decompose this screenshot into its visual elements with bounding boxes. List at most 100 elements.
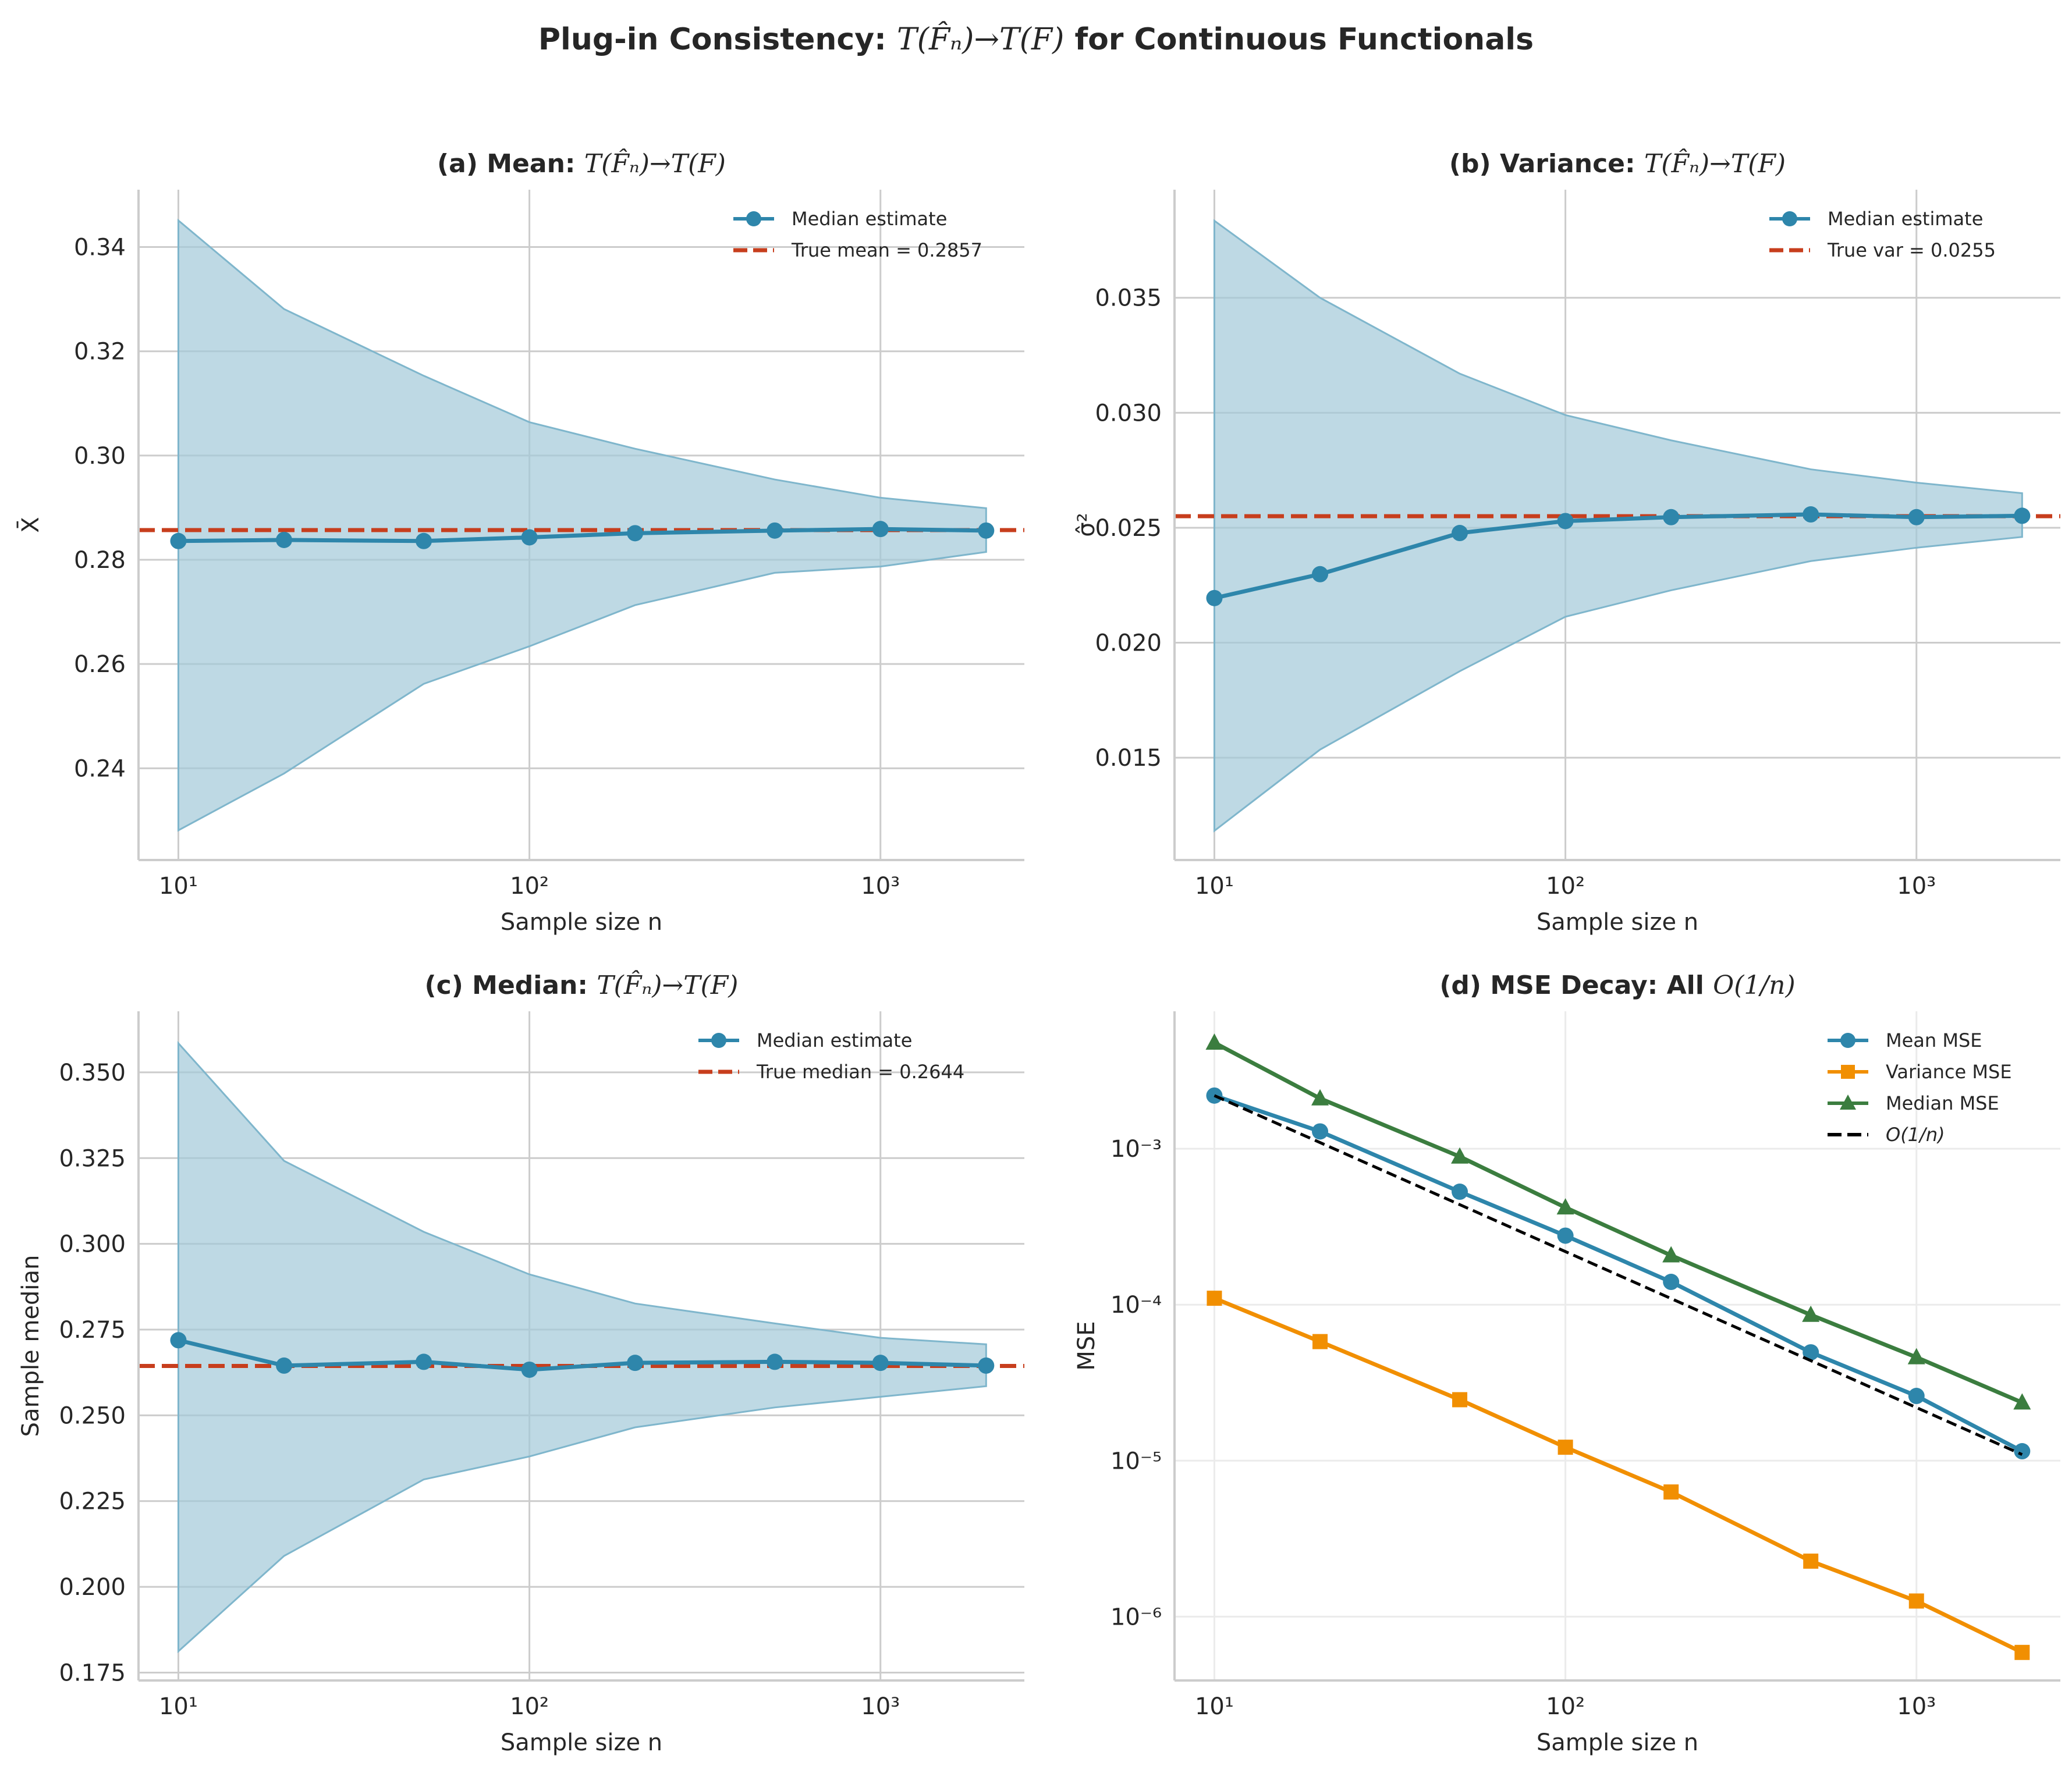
data-point [1803,1344,1819,1361]
data-point [1908,1388,1925,1405]
x-tick-label: 10¹ [159,1693,198,1720]
series-line-median-mse [1213,1040,2023,1405]
data-point [2014,1644,2030,1660]
y-tick-label: 0.26 [74,651,126,678]
x-tick-label: 10³ [1897,1693,1936,1720]
y-tick-label: 10⁻⁵ [1110,1448,1162,1474]
panel-d-title: (d) MSE Decay: All O(1/n) [1175,971,2060,1000]
data-point [627,525,644,542]
y-tick-label: 0.175 [59,1660,126,1686]
figure-title-text: Plug-in Consistency: [538,22,897,57]
panel-c-title-math: T(F̂ₙ)→T(F) [597,971,739,1000]
y-axis-label: Sample median [17,1255,44,1437]
legend-marker-triangle [1840,1095,1856,1110]
y-tick-label: 0.015 [1095,745,1162,772]
legend-label: O(1/n) [1886,1124,1945,1146]
legend-label: Median estimate [1828,208,1983,230]
figure-title: Plug-in Consistency: T(F̂ₙ)→T(F) for Con… [0,22,2072,57]
series-line-median-estimate [178,527,987,543]
x-axis-label: Sample size n [501,909,662,936]
legend-label: Median MSE [1886,1092,1999,1114]
y-axis-label: MSE [1073,1321,1100,1370]
confidence-band [177,1040,987,1654]
data-point [1205,1033,1223,1050]
data-point [1452,525,1468,542]
data-point [416,532,432,549]
data-point [1451,1147,1469,1164]
y-tick-label: 0.350 [59,1060,126,1086]
panel-a: 10¹ 10² 10³ 0.24 0.26 0.28 0.30 0.32 0.34 Sample … [16,190,1024,936]
data-point [1312,566,1329,582]
data-point [2013,1393,2031,1410]
series-line-o-1-n- [1214,1094,2023,1456]
x-tick-label: 10² [510,873,549,900]
panel-a-title: (a) Mean: T(F̂ₙ)→T(F) [139,149,1024,179]
legend-label: Mean MSE [1886,1029,1982,1051]
legend-item: Variance MSE [1828,1061,2012,1083]
data-point [170,532,187,549]
confidence-band [1213,219,2023,833]
data-point [1312,1334,1328,1349]
data-point [521,529,538,546]
data-point [1452,1184,1468,1200]
data-point [276,1357,293,1374]
series-line-median-estimate [178,1338,987,1372]
data-point [872,1355,889,1371]
legend-label: True mean = 0.2857 [791,239,982,261]
data-point [1557,1440,1573,1455]
x-tick-label: 10¹ [1195,873,1234,900]
x-tick-label: 10² [1546,873,1585,900]
y-axis-label: σ̂² [1073,513,1100,536]
panel-b: 10¹ 10² 10³ 0.015 0.020 0.025 0.030 0.035 Sample… [1073,190,2060,936]
x-axis-label: Sample size n [1537,1729,1698,1756]
legend-label: True var = 0.0255 [1827,239,1996,261]
data-point [170,1332,187,1349]
panel-b-title: (b) Variance: T(F̂ₙ)→T(F) [1175,149,2060,179]
panel-c-title-text: (c) Median: [424,971,597,1000]
legend: Median estimate True mean = 0.2857 [733,208,982,261]
x-tick-label: 10¹ [1195,1693,1234,1720]
data-point [416,1353,432,1370]
legend-item: Mean MSE [1828,1029,1982,1051]
y-tick-label: 0.275 [59,1317,126,1344]
y-tick-label: 0.035 [1095,285,1162,312]
legend-item: Median MSE [1828,1092,1999,1114]
legend: Median estimate True median = 0.2644 [698,1029,964,1083]
data-point [2014,507,2031,524]
data-point [1803,506,1819,523]
data-point [1311,1089,1329,1106]
data-point [2014,1443,2031,1460]
data-point [1803,1553,1819,1569]
legend-item: Median estimate [733,208,947,230]
data-point [1662,1246,1680,1263]
legend-marker-circle [746,211,761,226]
data-point [1557,1227,1574,1244]
panel-b-title-text: (b) Variance: [1449,149,1644,179]
x-axis-label: Sample size n [501,1729,662,1756]
legend-item: O(1/n) [1828,1124,1945,1146]
data-point [1907,1348,1925,1365]
x-tick-label: 10¹ [159,873,198,900]
series-line-median-estimate [1214,512,2023,600]
confidence-band [177,218,987,832]
y-tick-label: 10⁻³ [1110,1136,1162,1163]
data-point [767,522,783,539]
data-point [1908,1593,1924,1609]
figure-title-suffix: for Continuous Functionals [1064,22,1534,57]
panel-a-title-text: (a) Mean: [437,149,584,179]
data-point [1802,1305,1820,1322]
data-point [627,1355,644,1371]
data-point [1663,1274,1680,1291]
legend: Median estimate True var = 0.0255 [1769,208,1996,261]
y-tick-label: 10⁻⁴ [1110,1292,1162,1319]
legend-item: True var = 0.0255 [1769,239,1996,261]
panel-d-title-text: (d) MSE Decay: All [1439,971,1713,1000]
data-point [767,1353,783,1370]
legend-item: True mean = 0.2857 [733,239,982,261]
x-axis-label: Sample size n [1537,909,1698,936]
data-point [1312,1123,1329,1140]
x-tick-label: 10³ [861,1693,900,1720]
y-tick-label: 10⁻⁶ [1110,1604,1162,1630]
legend-item: Median estimate [1769,208,1983,230]
